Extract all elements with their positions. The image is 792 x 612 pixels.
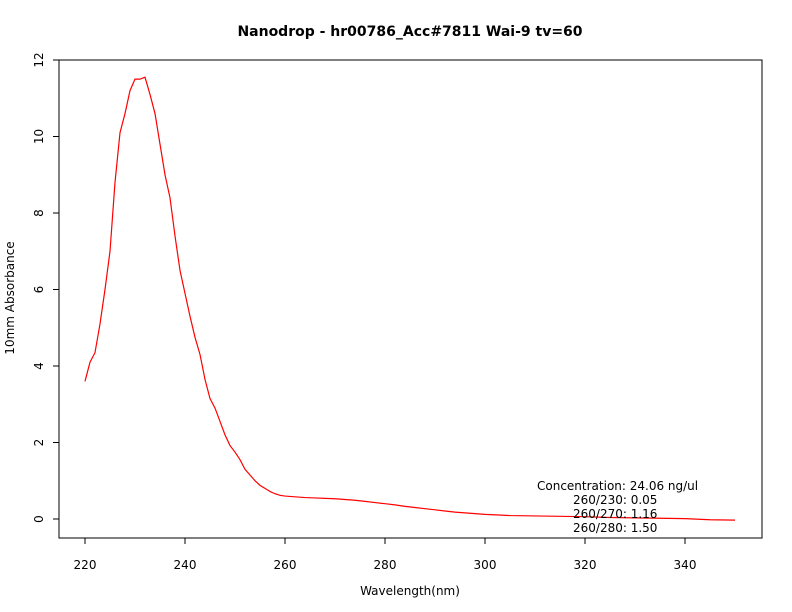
stats-annotation: Concentration: 24.06 ng/ul 260/230: 0.05… [537,479,698,535]
y-tick-label: 8 [32,209,46,217]
y-tick-label: 2 [32,439,46,447]
plot-frame [58,59,763,539]
y-tick-label: 10 [32,129,46,144]
absorbance-series-line [84,76,736,521]
ratio-260-270-text: 260/270: 1.16 [573,507,657,521]
y-tick-label: 4 [32,362,46,370]
x-tick-label: 300 [474,558,497,572]
x-tick-label: 340 [674,558,697,572]
y-axis-label: 10mm Absorbance [3,241,17,354]
y-tick-label: 12 [32,52,46,67]
x-axis-label: Wavelength(nm) [360,584,460,598]
concentration-text: Concentration: 24.06 ng/ul [537,479,698,493]
y-tick-label: 6 [32,286,46,294]
x-axis: 220 240 260 280 300 320 340 [74,538,697,572]
y-axis: 0 2 4 6 8 10 12 [32,52,59,523]
x-tick-label: 280 [374,558,397,572]
x-tick-label: 220 [74,558,97,572]
ratio-260-230-text: 260/230: 0.05 [573,493,657,507]
x-tick-label: 320 [574,558,597,572]
chart-title: Nanodrop - hr00786_Acc#7811 Wai-9 tv=60 [237,24,582,40]
x-tick-label: 240 [174,558,197,572]
x-tick-label: 260 [274,558,297,572]
ratio-260-280-text: 260/280: 1.50 [573,521,657,535]
y-tick-label: 0 [32,515,46,523]
